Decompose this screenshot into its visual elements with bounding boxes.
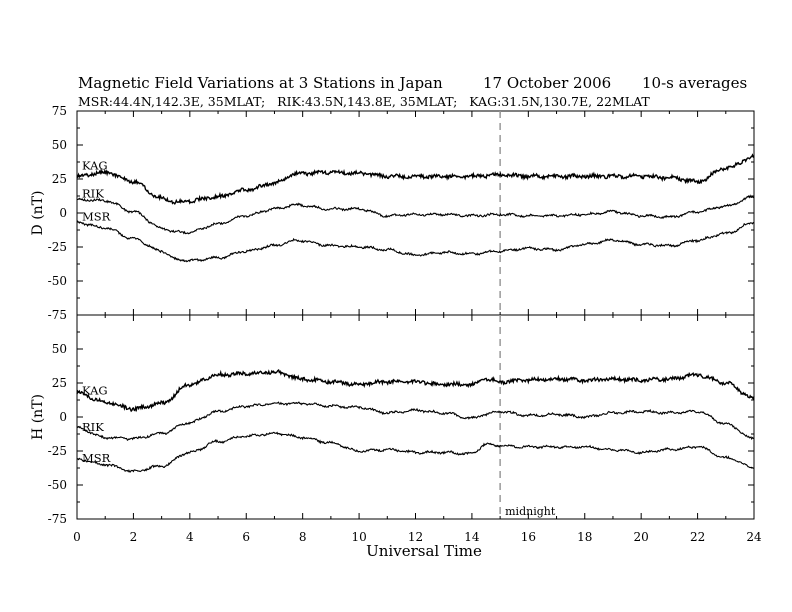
panel-h-ylabel: H (nT) <box>30 394 46 440</box>
x-tick-label: 22 <box>690 530 705 544</box>
y-tick-label: 75 <box>52 104 67 118</box>
station-label-kag: KAG <box>82 384 108 398</box>
series-line-h-kag <box>76 369 755 413</box>
series-line-d-kag <box>76 153 755 205</box>
x-tick-label: 4 <box>186 530 194 544</box>
x-tick-label: 20 <box>634 530 649 544</box>
series-line-d-msr <box>76 220 755 263</box>
series-line-h-msr <box>76 431 755 473</box>
y-tick-label: 25 <box>52 172 67 186</box>
y-tick-label: 0 <box>59 410 67 424</box>
panel-d-ylabel: D (nT) <box>30 191 46 236</box>
y-tick-label: 50 <box>52 342 67 356</box>
panel-h-frame <box>76 314 755 520</box>
x-tick-label: 0 <box>73 530 81 544</box>
series-line-d-rik <box>76 194 755 235</box>
station-label-kag: KAG <box>82 158 108 172</box>
y-tick-label: -25 <box>48 444 67 458</box>
y-tick-label: -75 <box>48 512 67 526</box>
x-tick-label: 12 <box>408 530 423 544</box>
station-label-msr: MSR <box>82 210 111 224</box>
x-tick-label: 14 <box>464 530 480 544</box>
y-tick-label: 50 <box>52 138 67 152</box>
y-tick-label: 25 <box>52 376 67 390</box>
x-axis-label: Universal Time <box>366 542 482 560</box>
x-tick-label: 8 <box>299 530 307 544</box>
chart-date: 17 October 2006 <box>483 74 611 92</box>
x-tick-label: 6 <box>242 530 250 544</box>
x-tick-label: 24 <box>746 530 762 544</box>
station-label-rik: RIK <box>82 186 104 200</box>
panel-d-frame <box>76 110 755 316</box>
y-tick-label: -50 <box>48 478 67 492</box>
x-tick-label: 10 <box>351 530 366 544</box>
chart-averaging: 10-s averages <box>642 74 747 92</box>
chart-subtitle: MSR:44.4N,142.3E, 35MLAT; RIK:43.5N,143.… <box>78 94 650 109</box>
series-line-h-rik <box>76 401 755 441</box>
chart-title: Magnetic Field Variations at 3 Stations … <box>78 74 443 92</box>
y-tick-label: -75 <box>48 308 67 322</box>
station-label-msr: MSR <box>82 451 111 465</box>
x-tick-label: 16 <box>521 530 536 544</box>
y-tick-label: -25 <box>48 240 67 254</box>
x-tick-label: 18 <box>577 530 592 544</box>
y-tick-label: -50 <box>48 274 67 288</box>
x-tick-label: 2 <box>130 530 138 544</box>
station-label-rik: RIK <box>82 420 104 434</box>
midnight-label: midnight <box>505 505 556 518</box>
chart-marks: 0 2 4 6 8 10 12 14 16 18 20 22 24midnight7550250-25-… <box>48 104 762 544</box>
y-tick-label: 0 <box>59 206 67 220</box>
